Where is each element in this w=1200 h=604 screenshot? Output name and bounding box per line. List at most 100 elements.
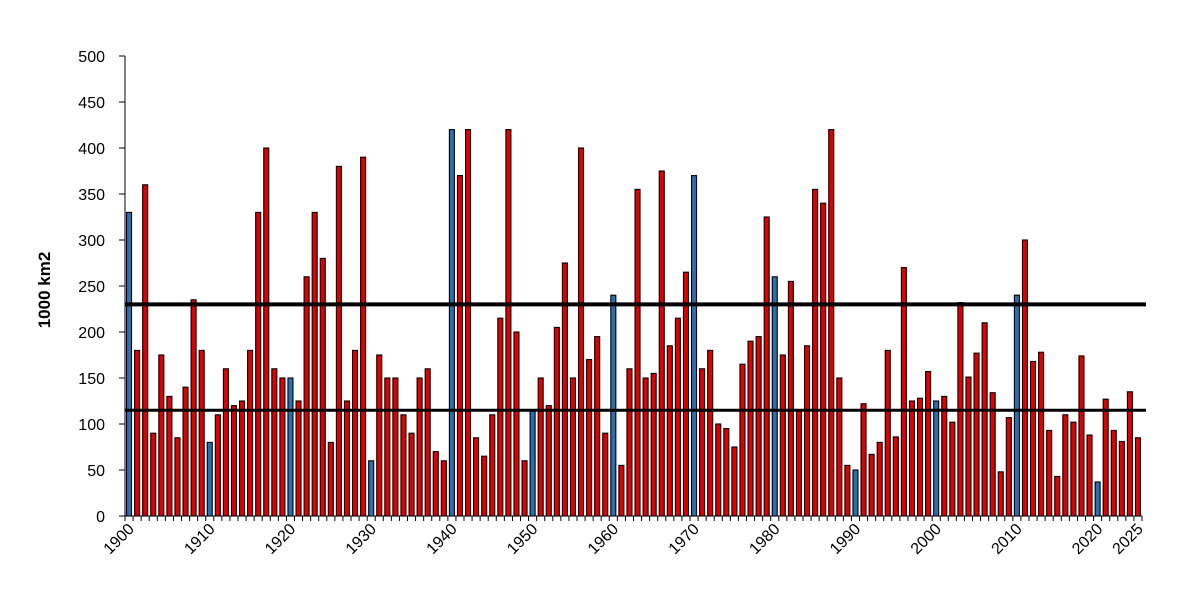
bar-2000 <box>933 400 940 517</box>
bar-2012 <box>1029 360 1037 517</box>
y-tick-label: 450 <box>78 95 105 112</box>
y-tick-label: 400 <box>78 141 105 158</box>
x-tick-label-1960: 1960 <box>585 521 622 558</box>
bar-1993 <box>876 441 883 517</box>
bar-1970 <box>690 175 698 517</box>
bar-1901 <box>134 349 141 517</box>
bar-1929 <box>360 156 367 517</box>
bar-1990 <box>852 469 859 517</box>
bar-1942 <box>464 129 472 517</box>
bar-1917 <box>263 147 270 517</box>
bar-1949 <box>521 460 528 517</box>
bar-1919 <box>279 377 286 517</box>
bar-1964 <box>642 377 649 517</box>
bar-1909 <box>198 349 205 517</box>
y-tick-label: 350 <box>78 187 105 204</box>
x-tick-label-1950: 1950 <box>504 521 541 558</box>
bar-2020 <box>1094 481 1101 517</box>
bar-2025 <box>1134 437 1142 517</box>
bar-2017 <box>1070 421 1077 517</box>
bar-1955 <box>569 377 577 517</box>
x-tick-label-1920: 1920 <box>262 521 299 558</box>
y-tick-label: 50 <box>87 463 105 480</box>
bar-1910 <box>206 441 213 517</box>
x-tick-label-1900: 1900 <box>101 521 138 558</box>
y-tick-label: 100 <box>78 417 105 434</box>
x-tick-label-1990: 1990 <box>827 521 864 558</box>
bar-2009 <box>1005 417 1012 517</box>
y-tick-label: 500 <box>78 49 105 66</box>
bar-1960 <box>610 294 617 517</box>
bar-1948 <box>513 331 520 517</box>
bar-2004 <box>965 376 972 517</box>
bar-1946 <box>497 317 504 517</box>
bar-1966 <box>658 170 665 517</box>
bar-2016 <box>1062 414 1069 517</box>
x-tick-label-1940: 1940 <box>424 521 461 558</box>
bar-1945 <box>489 414 496 517</box>
y-tick-label: 0 <box>96 509 105 526</box>
bar-1980 <box>771 276 778 517</box>
bar-1954 <box>561 262 568 517</box>
bar-1998 <box>916 397 924 517</box>
bar-2015 <box>1054 475 1061 517</box>
y-axis: 0 50 100 150 200 250 300 350 400 450 500 <box>78 49 126 526</box>
bar-2021 <box>1102 398 1109 517</box>
bar-1903 <box>150 432 157 517</box>
bar-2005 <box>973 352 980 517</box>
bar-1962 <box>626 368 633 517</box>
bar-1971 <box>699 368 706 517</box>
bar-2014 <box>1046 429 1053 517</box>
bar-1985 <box>812 188 819 517</box>
bar-1957 <box>586 359 593 517</box>
bar-1982 <box>787 280 794 517</box>
y-tick-label: 150 <box>78 371 105 388</box>
bar-1912 <box>222 368 229 517</box>
bar-1921 <box>295 400 302 517</box>
bar-1999 <box>925 371 932 517</box>
bar-1974 <box>723 428 730 517</box>
bar-2023 <box>1118 440 1125 517</box>
bar-1936 <box>416 377 423 517</box>
bar-1959 <box>602 432 609 517</box>
bar-1939 <box>440 460 447 517</box>
x-tick-label-1930: 1930 <box>343 521 380 558</box>
bar-1995 <box>892 436 899 517</box>
bar-1986 <box>820 202 827 517</box>
x-tick-label-1910: 1910 <box>181 521 218 558</box>
bar-1975 <box>731 446 738 517</box>
bar-1950 <box>529 409 536 517</box>
bar-1991 <box>860 403 867 517</box>
bar-1967 <box>666 345 673 517</box>
bar-1927 <box>343 400 351 517</box>
bar-1935 <box>408 432 415 517</box>
x-tick-label-2010: 2010 <box>989 521 1026 558</box>
x-axis: 1900 1910 1920 1930 1940 1950 1960 1970 1980 1990… <box>101 515 1147 558</box>
reference-lines <box>125 302 1146 412</box>
bars <box>125 129 1142 517</box>
bar-1961 <box>618 464 625 517</box>
bar-1951 <box>537 377 544 517</box>
bar-1979 <box>763 216 770 517</box>
bar-1988 <box>836 377 843 517</box>
bar-1926 <box>335 165 342 517</box>
bar-2002 <box>949 421 956 517</box>
bar-1916 <box>255 211 262 517</box>
bar-1997 <box>908 400 916 517</box>
bar-1933 <box>392 377 399 517</box>
bar-1984 <box>803 345 811 517</box>
bar-1924 <box>319 257 326 517</box>
bar-2018 <box>1078 355 1085 517</box>
bar-1977 <box>747 340 754 517</box>
bar-1902 <box>142 184 149 517</box>
bar-1915 <box>247 349 254 517</box>
bar-1965 <box>650 372 657 517</box>
bar-1994 <box>884 349 891 517</box>
bar-1973 <box>715 423 722 517</box>
y-axis-title: 1000 km2 <box>35 252 54 329</box>
bar-1931 <box>376 354 383 517</box>
y-tick-label: 250 <box>78 279 105 296</box>
x-tick-label-1980: 1980 <box>746 521 783 558</box>
bar-1923 <box>311 211 318 517</box>
